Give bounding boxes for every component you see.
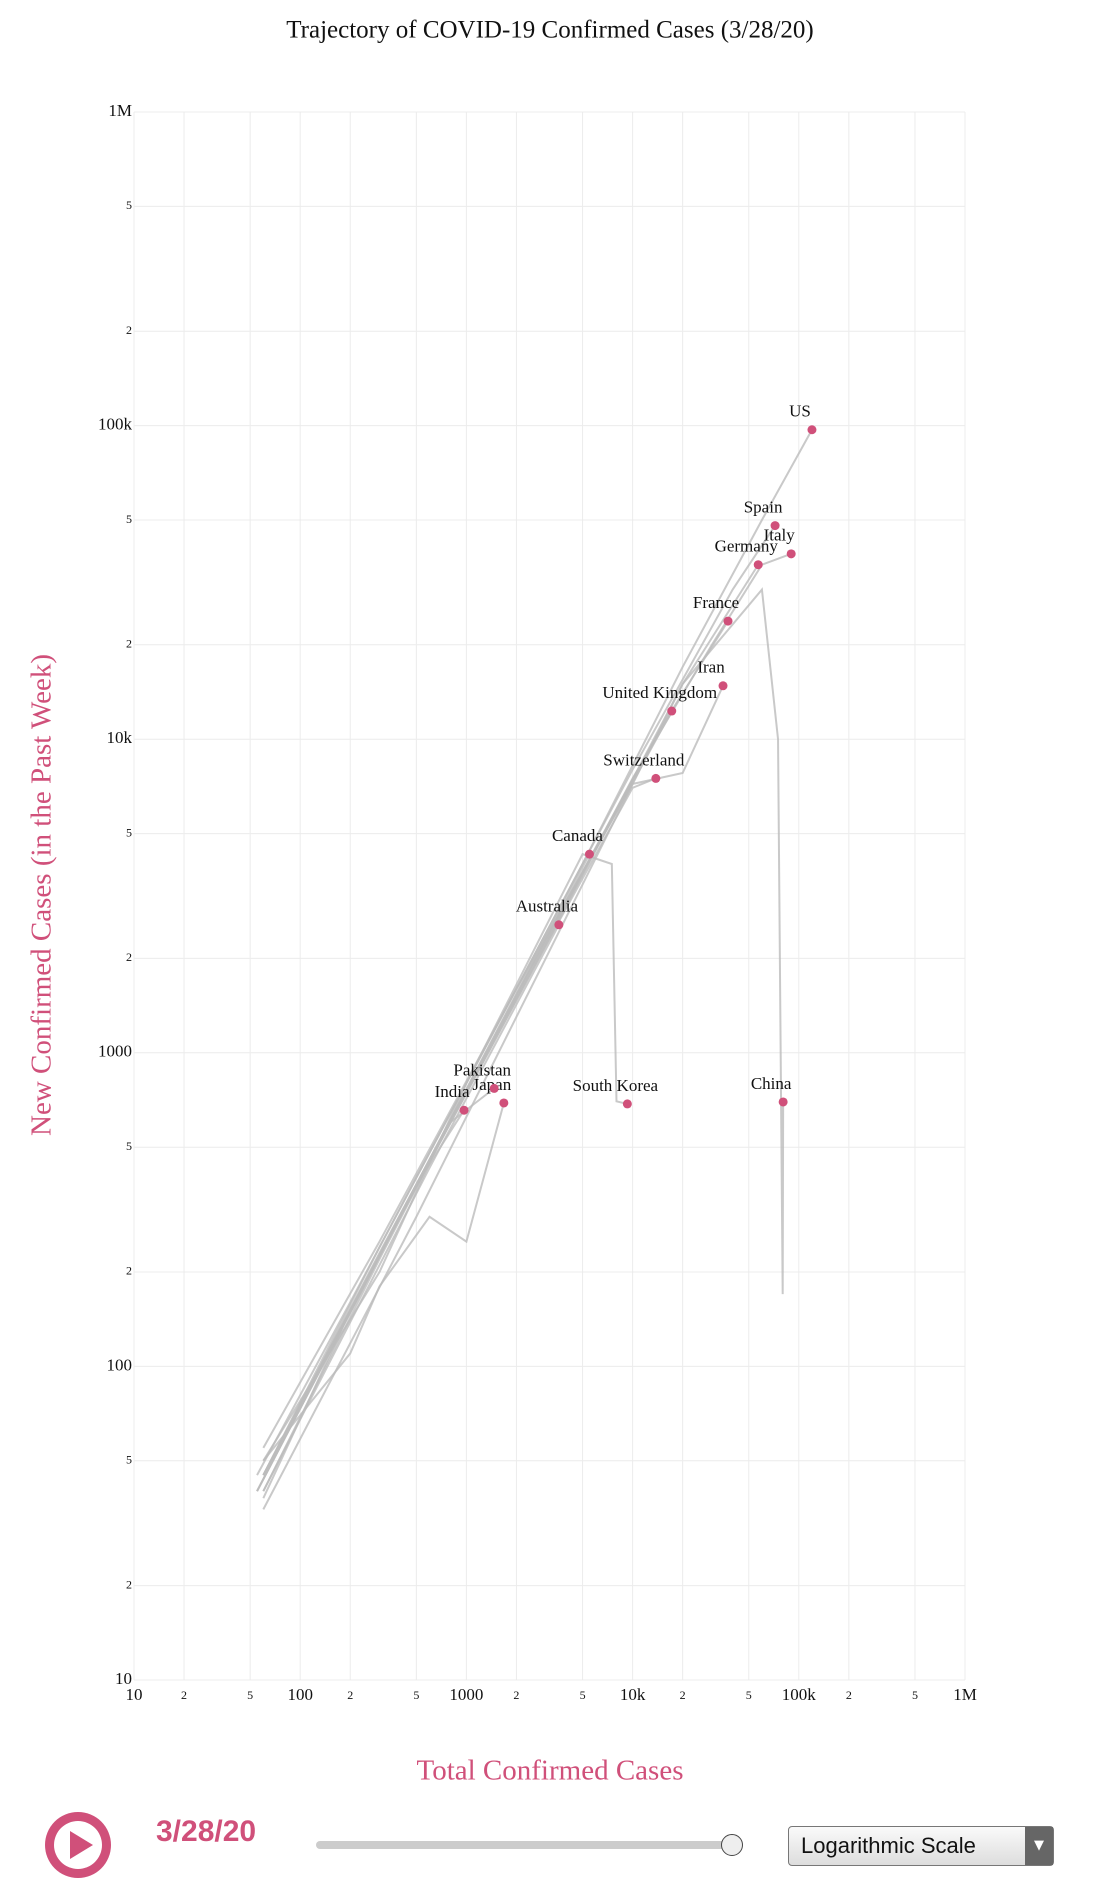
- y-tick-label: 5: [126, 1453, 132, 1467]
- y-tick-label: 10k: [107, 728, 133, 747]
- country-point: [786, 549, 796, 559]
- country-point: [807, 425, 817, 435]
- x-tick-label: 5: [247, 1688, 253, 1702]
- country-label: Italy: [764, 526, 796, 545]
- country-label: Spain: [744, 497, 783, 516]
- country-point: [723, 616, 733, 626]
- country-label: Canada: [552, 826, 603, 845]
- country-label: Germany: [715, 537, 779, 556]
- y-tick-label: 2: [126, 1577, 132, 1591]
- y-tick-label: 5: [126, 512, 132, 526]
- country-point: [499, 1098, 509, 1108]
- trajectory: [262, 685, 724, 1449]
- chart: Trajectory of COVID-19 Confirmed Cases (…: [26, 17, 977, 1787]
- x-tick-label: 5: [912, 1688, 918, 1702]
- country-label: India: [435, 1082, 470, 1101]
- trajectory: [262, 852, 628, 1462]
- y-tick-label: 5: [126, 1139, 132, 1153]
- country-label: China: [751, 1074, 792, 1093]
- play-icon: [45, 1812, 111, 1878]
- scale-select[interactable]: Logarithmic Scale ▼: [788, 1826, 1054, 1866]
- x-tick-label: 10: [126, 1685, 143, 1704]
- y-tick-label: 2: [126, 323, 132, 337]
- country-label: South Korea: [573, 1076, 659, 1095]
- x-tick-label: 2: [347, 1688, 353, 1702]
- y-tick-label: 1000: [98, 1042, 132, 1061]
- country-point: [667, 706, 677, 716]
- y-tick-label: 1M: [108, 101, 132, 120]
- y-tick-label: 5: [126, 198, 132, 212]
- x-tick-label: 2: [846, 1688, 852, 1702]
- country-point: [778, 1097, 788, 1107]
- date-slider[interactable]: [316, 1815, 743, 1875]
- x-tick-label: 5: [580, 1688, 586, 1702]
- y-tick-label: 2: [126, 950, 132, 964]
- slider-thumb[interactable]: [721, 1834, 743, 1856]
- trajectory: [262, 587, 785, 1510]
- x-tick-label: 5: [413, 1688, 419, 1702]
- country-label: Switzerland: [603, 750, 685, 769]
- trajectory: [262, 525, 776, 1476]
- trajectory: [262, 1102, 505, 1462]
- country-label: Australia: [516, 897, 579, 916]
- country-label: Iran: [697, 658, 725, 677]
- x-tick-label: 10k: [620, 1685, 646, 1704]
- country-point: [622, 1099, 632, 1109]
- country-label: France: [693, 593, 739, 612]
- country-point: [753, 560, 763, 570]
- scale-option: Logarithmic Scale: [801, 1833, 976, 1858]
- x-tick-label: 1000: [449, 1685, 483, 1704]
- trajectory: [262, 924, 560, 1492]
- country-point: [718, 681, 728, 691]
- country-point: [459, 1105, 469, 1115]
- trajectory: [262, 1087, 495, 1492]
- y-tick-label: 2: [126, 637, 132, 651]
- select-arrow: ▼: [1025, 1827, 1053, 1865]
- trajectory: [256, 429, 813, 1476]
- slider-track: [316, 1841, 736, 1849]
- x-tick-label: 100k: [782, 1685, 817, 1704]
- y-tick-label: 2: [126, 1264, 132, 1278]
- trajectory: [262, 1109, 465, 1499]
- x-tick-label: 5: [746, 1688, 752, 1702]
- y-tick-label: 100: [107, 1355, 133, 1374]
- country-label: Japan: [472, 1075, 511, 1094]
- x-axis-title: Total Confirmed Cases: [417, 1755, 684, 1787]
- x-tick-label: 2: [680, 1688, 686, 1702]
- y-tick-label: 5: [126, 825, 132, 839]
- x-tick-label: 2: [513, 1688, 519, 1702]
- country-point: [554, 920, 564, 930]
- x-tick-label: 2: [181, 1688, 187, 1702]
- y-axis-title: New Confirmed Cases (in the Past Week): [26, 654, 58, 1136]
- country-label: Pakistan: [453, 1060, 511, 1079]
- y-tick-label: 10: [115, 1669, 132, 1688]
- country-point: [584, 849, 594, 859]
- chart-title: Trajectory of COVID-19 Confirmed Cases (…: [286, 17, 813, 44]
- x-tick-label: 1M: [953, 1685, 977, 1704]
- country-label: US: [789, 402, 811, 421]
- date-label: 3/28/20: [156, 1815, 257, 1848]
- x-tick-label: 100: [287, 1685, 313, 1704]
- country-label: United Kingdom: [602, 683, 717, 702]
- y-tick-label: 100k: [98, 415, 133, 434]
- country-point: [651, 773, 661, 783]
- play-button[interactable]: [45, 1812, 111, 1878]
- country-point: [489, 1083, 499, 1093]
- country-point: [770, 521, 780, 531]
